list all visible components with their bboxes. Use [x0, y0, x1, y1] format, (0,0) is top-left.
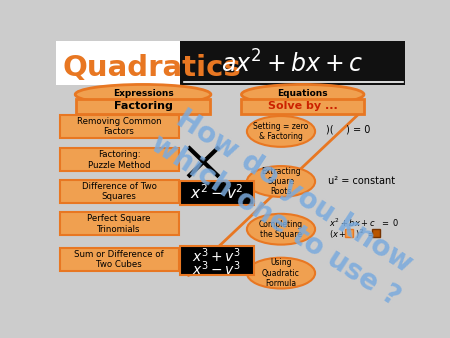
Ellipse shape — [75, 84, 211, 104]
Ellipse shape — [247, 214, 315, 245]
Text: u² = constant: u² = constant — [328, 176, 395, 187]
Text: )(    ) = 0: )( ) = 0 — [326, 125, 370, 135]
FancyBboxPatch shape — [56, 85, 405, 301]
Text: Quadratics: Quadratics — [63, 54, 241, 82]
Text: $x^3-v^3$: $x^3-v^3$ — [192, 259, 241, 278]
Text: Difference of Two
Squares: Difference of Two Squares — [81, 182, 157, 201]
Text: Solve by ...: Solve by ... — [268, 101, 338, 112]
Ellipse shape — [242, 84, 364, 104]
FancyBboxPatch shape — [60, 212, 179, 235]
Text: Completing
the Square: Completing the Square — [259, 219, 303, 239]
Text: $x^2+bx+c\ \ =\ 0$: $x^2+bx+c\ \ =\ 0$ — [329, 217, 399, 229]
Ellipse shape — [247, 116, 315, 147]
Text: Perfect Square
Trinomials: Perfect Square Trinomials — [87, 214, 151, 234]
Text: How do you know
which one to use ?: How do you know which one to use ? — [146, 101, 424, 312]
Text: $ax^2 + bx + c$: $ax^2 + bx + c$ — [221, 50, 364, 77]
Text: Factoring:
Puzzle Method: Factoring: Puzzle Method — [88, 150, 150, 170]
FancyBboxPatch shape — [60, 148, 179, 171]
Text: Expressions: Expressions — [112, 89, 173, 98]
Ellipse shape — [247, 258, 315, 289]
FancyBboxPatch shape — [180, 41, 405, 85]
Text: $(x+\ \ \ )^2\ =$: $(x+\ \ \ )^2\ =$ — [329, 227, 375, 241]
FancyBboxPatch shape — [60, 180, 179, 203]
FancyBboxPatch shape — [60, 248, 179, 271]
Ellipse shape — [247, 166, 315, 197]
Text: $x^3+v^3$: $x^3+v^3$ — [192, 247, 241, 265]
Text: Equations: Equations — [277, 89, 328, 98]
Text: Using
Quadratic
Formula: Using Quadratic Formula — [262, 258, 300, 288]
FancyBboxPatch shape — [180, 246, 254, 275]
FancyBboxPatch shape — [373, 229, 380, 237]
FancyBboxPatch shape — [76, 99, 211, 114]
Text: $x^2-v^2$: $x^2-v^2$ — [190, 184, 243, 202]
FancyBboxPatch shape — [345, 229, 353, 237]
FancyBboxPatch shape — [242, 99, 364, 114]
FancyBboxPatch shape — [60, 115, 179, 138]
Text: Setting = zero
& Factoring: Setting = zero & Factoring — [253, 122, 309, 141]
Text: Factoring: Factoring — [113, 101, 172, 112]
FancyBboxPatch shape — [180, 182, 254, 204]
FancyBboxPatch shape — [56, 41, 180, 85]
Text: Extracting
Square
Roots: Extracting Square Roots — [261, 167, 301, 196]
Text: Sum or Difference of
Two Cubes: Sum or Difference of Two Cubes — [74, 249, 164, 269]
Text: Removing Common
Factors: Removing Common Factors — [76, 117, 162, 137]
